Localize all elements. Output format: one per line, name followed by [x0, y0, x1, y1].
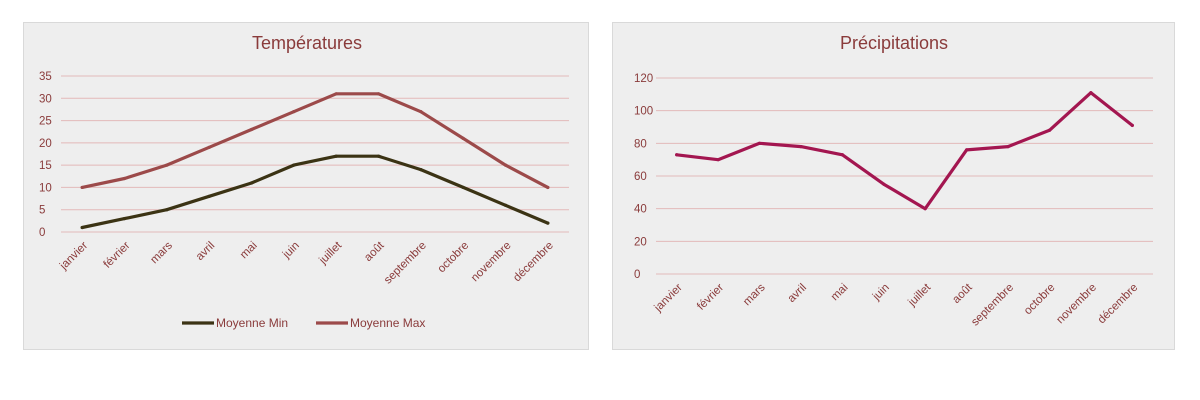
data-point — [546, 221, 550, 225]
data-point — [207, 145, 211, 149]
x-tick-label: mai — [829, 282, 851, 304]
data-point — [1130, 123, 1134, 127]
y-tick-label: 0 — [39, 227, 45, 239]
x-tick-label: juin — [870, 282, 892, 304]
x-tick-label: mars — [148, 239, 175, 266]
data-point — [249, 181, 254, 185]
data-point — [376, 92, 381, 96]
y-tick-label: 10 — [39, 182, 52, 194]
data-point — [165, 208, 169, 212]
data-point — [840, 153, 844, 157]
data-point — [80, 185, 84, 190]
x-tick-label: août — [362, 239, 387, 264]
x-tick-label: août — [950, 281, 975, 306]
data-point — [503, 163, 508, 167]
x-tick-label: janvier — [57, 240, 90, 273]
data-point — [799, 145, 803, 149]
y-tick-label: 20 — [634, 236, 647, 248]
y-tick-label: 20 — [39, 138, 52, 150]
data-point — [757, 141, 762, 145]
x-tick-label: février — [102, 240, 133, 271]
data-point — [503, 203, 508, 207]
data-point — [165, 163, 169, 167]
x-tick-label: septembre — [382, 240, 429, 287]
x-tick-label: janvier — [652, 282, 685, 315]
data-point — [292, 110, 296, 114]
x-tick-label: avril — [194, 240, 217, 263]
data-point — [461, 185, 465, 190]
data-point — [207, 194, 211, 198]
data-point — [419, 110, 423, 114]
data-point — [80, 225, 84, 230]
y-tick-label: 120 — [634, 73, 653, 85]
legend-label: Moyenne Max — [350, 316, 425, 330]
x-tick-label: septembre — [969, 282, 1016, 329]
x-tick-label: octobre — [436, 240, 472, 276]
data-point — [249, 127, 254, 132]
x-tick-label: février — [695, 282, 726, 313]
y-tick-label: 25 — [39, 116, 52, 128]
data-point — [546, 185, 550, 190]
y-tick-label: 60 — [634, 171, 647, 183]
x-tick-label: juillet — [906, 281, 934, 309]
x-tick-label: juillet — [317, 239, 345, 267]
data-point — [122, 176, 127, 181]
series-line-0 — [675, 91, 1134, 211]
data-point — [1047, 128, 1052, 132]
y-tick-label: 30 — [39, 93, 52, 105]
x-tick-label: novembre — [1054, 282, 1099, 327]
x-tick-label: décembre — [1096, 282, 1141, 327]
y-tick-label: 0 — [634, 269, 640, 281]
x-tick-label: décembre — [511, 240, 556, 285]
series-line-1 — [80, 92, 550, 189]
data-point — [1006, 145, 1010, 149]
y-tick-label: 15 — [39, 160, 52, 172]
data-point — [675, 153, 679, 157]
data-point — [334, 92, 338, 96]
data-point — [1089, 91, 1093, 95]
data-point — [334, 154, 338, 158]
x-tick-label: novembre — [469, 240, 514, 285]
data-point — [461, 136, 465, 140]
x-tick-label: avril — [786, 282, 809, 305]
series-line-0 — [80, 154, 550, 230]
data-point — [882, 182, 886, 186]
data-point — [716, 158, 720, 162]
data-point — [292, 163, 296, 167]
chart-title: Températures — [252, 33, 362, 53]
x-tick-label: mai — [238, 240, 260, 262]
y-tick-label: 5 — [39, 205, 45, 217]
data-point — [965, 148, 969, 152]
y-tick-label: 35 — [39, 71, 52, 83]
y-tick-label: 80 — [634, 138, 647, 150]
y-tick-label: 40 — [634, 204, 647, 216]
data-point — [419, 168, 423, 172]
precipitation-chart: Précipitations 0 20 40 60 80 100 120 janvier fév… — [634, 33, 1153, 329]
temperature-chart: Températures 0 5 10 15 20 25 30 35 janvier févrie… — [39, 33, 569, 330]
precipitation-chart-panel: Précipitations 0 20 40 60 80 100 120 janvier fév… — [612, 22, 1175, 350]
temperature-chart-panel: Températures 0 5 10 15 20 25 30 35 janvier févrie… — [23, 22, 589, 350]
chart-title: Précipitations — [840, 33, 948, 53]
x-tick-label: juin — [280, 240, 302, 262]
y-tick-label: 100 — [634, 106, 653, 118]
x-tick-label: mars — [741, 281, 768, 308]
legend-label: Moyenne Min — [216, 316, 288, 330]
x-tick-label: octobre — [1022, 282, 1058, 318]
data-point — [923, 207, 927, 211]
data-point — [376, 154, 381, 158]
data-point — [122, 217, 127, 221]
